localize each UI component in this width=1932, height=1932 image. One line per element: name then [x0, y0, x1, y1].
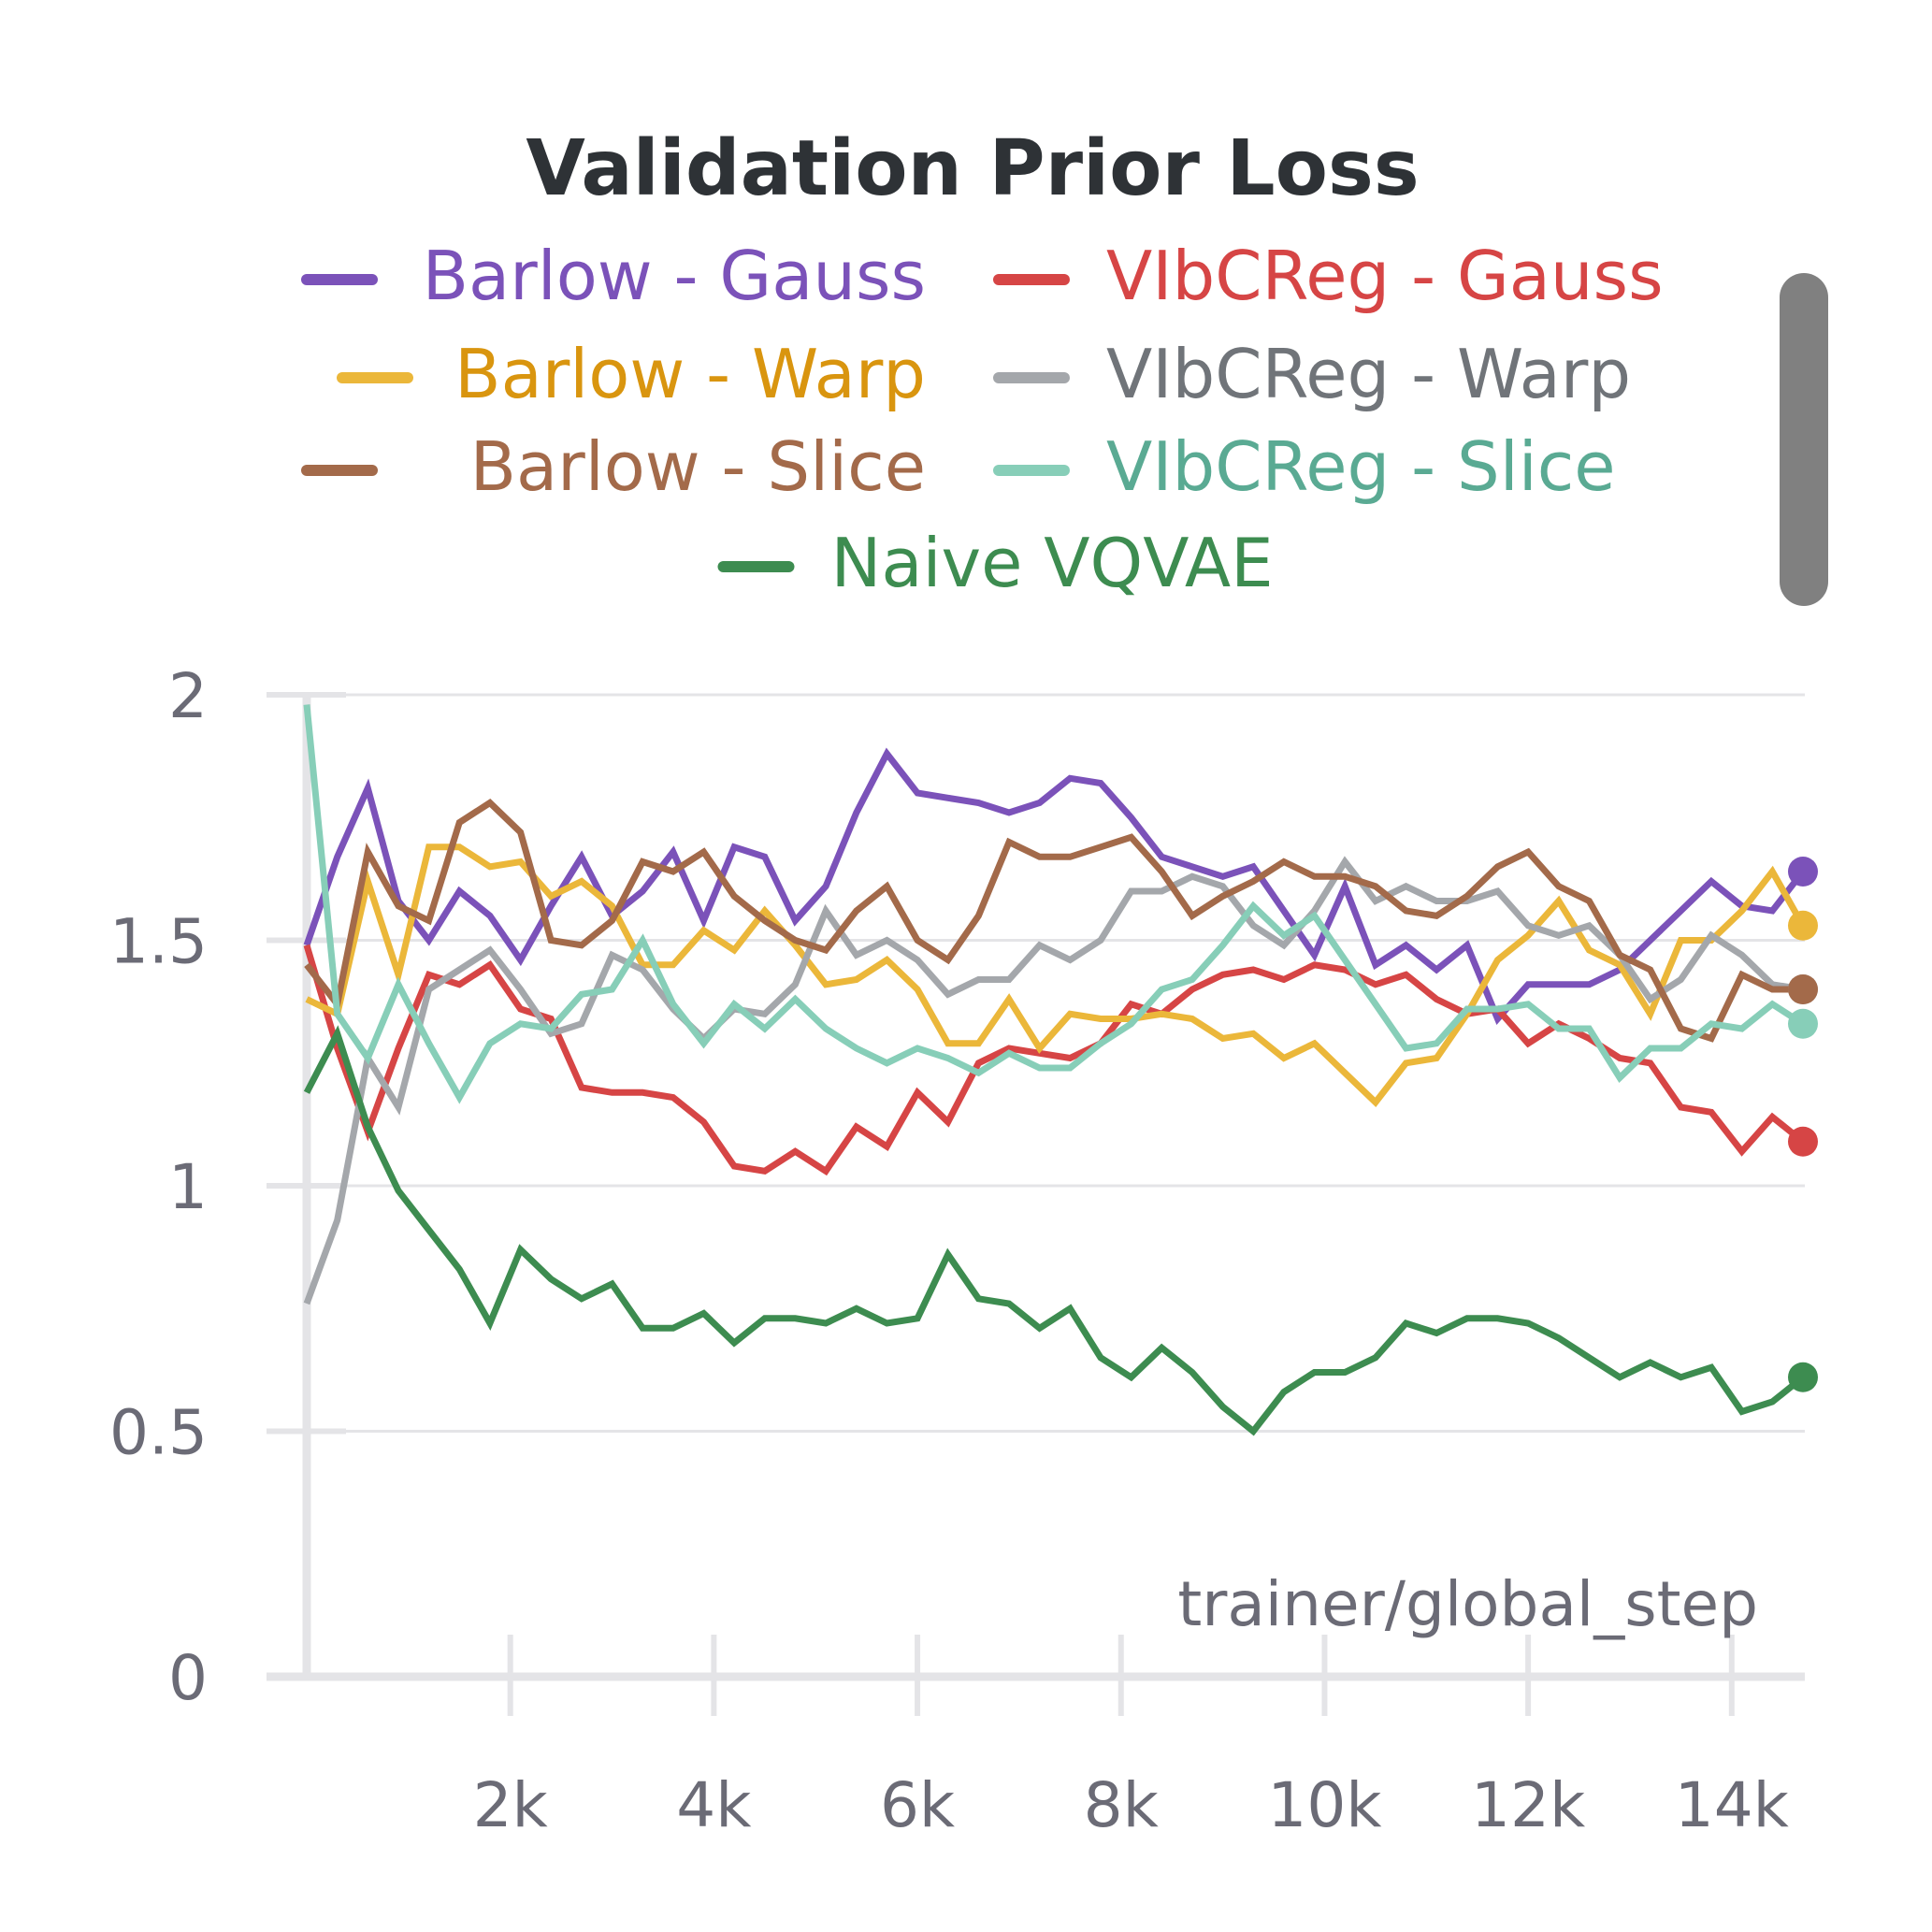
legend-label[interactable]: Barlow - Warp: [454, 335, 926, 413]
y-tick-label: 1: [168, 1151, 208, 1223]
scrollbar-thumb[interactable]: [1780, 273, 1828, 606]
y-tick-label: 0.5: [109, 1397, 208, 1469]
y-tick-label: 0: [168, 1642, 208, 1714]
series-line-barlow-gauss: [303, 747, 1806, 1025]
series-end-point: [1788, 1362, 1818, 1392]
y-axis-ticks: 0 0.5 1 1.5 2: [109, 660, 346, 1714]
y-tick-label: 2: [168, 660, 208, 732]
x-tick-label: 8k: [1084, 1769, 1160, 1841]
legend: Barlow - Gauss VIbCReg - Gauss Barlow - Wa…: [301, 237, 1664, 602]
x-tick-label: 10k: [1267, 1769, 1382, 1841]
series-end-markers: [1788, 857, 1818, 1392]
legend-label[interactable]: VIbCReg - Gauss: [1106, 237, 1664, 315]
series-line-vibcreg-gauss: [303, 944, 1806, 1176]
series-line-vibcreg-warp: [303, 856, 1804, 1305]
grid-lines: [267, 693, 1805, 1433]
legend-label[interactable]: Naive VQVAE: [831, 524, 1274, 602]
series-line-vibcreg-slice: [303, 704, 1805, 1104]
x-tick-label: 12k: [1471, 1769, 1586, 1841]
axes: [267, 697, 1805, 1681]
series-end-point: [1788, 974, 1818, 1004]
y-tick-label: 1.5: [109, 906, 208, 978]
series-line-barlow-slice: [304, 799, 1803, 1043]
x-tick-label: 4k: [676, 1769, 752, 1841]
x-axis-ticks: 2k 4k 6k 8k 10k 12k 14k: [473, 1635, 1790, 1841]
legend-label[interactable]: Barlow - Slice: [470, 427, 926, 506]
chart-title: Validation Prior Loss: [526, 124, 1419, 213]
series-line-naive-vqvae: [303, 1025, 1806, 1436]
legend-label[interactable]: Barlow - Gauss: [423, 237, 926, 315]
legend-label[interactable]: VIbCReg - Warp: [1106, 335, 1631, 413]
series-end-point: [1788, 910, 1818, 941]
x-axis-label: trainer/global_step: [1177, 1568, 1758, 1640]
legend-label[interactable]: VIbCReg - Slice: [1106, 427, 1616, 506]
series-end-point: [1788, 1126, 1818, 1157]
series-line-barlow-warp: [305, 843, 1807, 1108]
series-lines: [303, 704, 1807, 1436]
x-tick-label: 14k: [1675, 1769, 1790, 1841]
series-end-point: [1788, 857, 1818, 887]
series-end-point: [1788, 1008, 1818, 1039]
x-tick-label: 2k: [473, 1769, 549, 1841]
x-tick-label: 6k: [880, 1769, 956, 1841]
